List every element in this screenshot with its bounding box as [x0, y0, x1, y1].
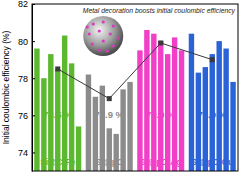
- y-tick: 74: [18, 148, 35, 158]
- y-tick-label: 78: [18, 74, 28, 84]
- bar: [62, 36, 67, 171]
- bar: [172, 37, 177, 171]
- bar-group: [34, 36, 81, 171]
- series-name: Si@pC: [95, 157, 123, 167]
- series-name: Si@pC-Ag: [140, 157, 182, 167]
- y-tick: 80: [18, 36, 35, 46]
- sphere-dot: [92, 22, 95, 25]
- bar: [76, 126, 81, 171]
- y-tick-label: 76: [18, 111, 28, 121]
- frame: [32, 4, 238, 171]
- average-marker: [210, 57, 215, 62]
- bar: [137, 50, 142, 171]
- plot: 74 76 78 80 82 Metal decoration boosts initia…: [18, 0, 238, 171]
- y-axis-line: [32, 5, 33, 172]
- sphere-dot: [102, 39, 105, 42]
- labels: 78.5 % Si@C-Fe 76.9 % Si@pC 79.9 % Si@pC-Ag 79…: [40, 109, 233, 167]
- y-tick-label: 80: [18, 36, 28, 46]
- y-tick-mark: [32, 78, 35, 79]
- sphere-dot: [102, 20, 105, 23]
- average-marker: [158, 40, 163, 45]
- bar: [158, 41, 163, 171]
- average-label: 79.9 %: [146, 109, 176, 120]
- y-tick-mark: [32, 41, 35, 42]
- average-marker: [55, 66, 60, 71]
- sphere-dot: [109, 32, 112, 35]
- y-axis: 74 76 78 80 82: [18, 0, 35, 171]
- y-tick-mark: [32, 152, 35, 153]
- y-tick: 76: [18, 111, 35, 121]
- bar: [189, 34, 194, 171]
- sphere-dot: [98, 29, 101, 32]
- y-tick: 78: [18, 74, 35, 84]
- bar: [34, 49, 39, 171]
- bar: [144, 30, 149, 171]
- y-tick: 82: [18, 0, 35, 9]
- average-line: [58, 43, 213, 99]
- y-tick-mark: [32, 4, 35, 5]
- average-label: 78.5 %: [43, 109, 73, 120]
- bar: [179, 50, 184, 171]
- sphere-dot: [86, 25, 89, 28]
- bar-group: [137, 30, 184, 171]
- y-tick-mark: [32, 115, 35, 116]
- y-tick-label: 74: [18, 148, 28, 158]
- sphere-dot: [106, 49, 109, 52]
- average-label: 76.9 %: [94, 109, 124, 120]
- sphere-dot: [117, 36, 120, 39]
- sphere: [83, 16, 123, 56]
- y-axis-title: Initial coulombic efficiency (%): [1, 30, 11, 144]
- annotation: Metal decoration boosts initial coulombi…: [83, 7, 236, 15]
- bar: [151, 34, 156, 171]
- bar: [127, 82, 132, 171]
- series-name: Si@pC-Cu: [191, 157, 233, 167]
- inset-sphere: [83, 16, 123, 56]
- bar: [86, 75, 91, 171]
- sphere-dot: [98, 48, 101, 51]
- sphere-dot: [88, 32, 91, 35]
- sphere-dot: [112, 44, 115, 47]
- sphere-dot: [112, 24, 115, 27]
- average-marker: [107, 96, 112, 101]
- marks: [34, 30, 236, 171]
- y-tick-label: 82: [18, 0, 28, 9]
- average-label: 79.0 %: [197, 109, 227, 120]
- bar: [216, 41, 221, 171]
- sphere-dot: [91, 42, 94, 45]
- chart: 74 76 78 80 82 Metal decoration boosts initia…: [0, 0, 242, 189]
- series-name: Si@C-Fe: [40, 157, 75, 167]
